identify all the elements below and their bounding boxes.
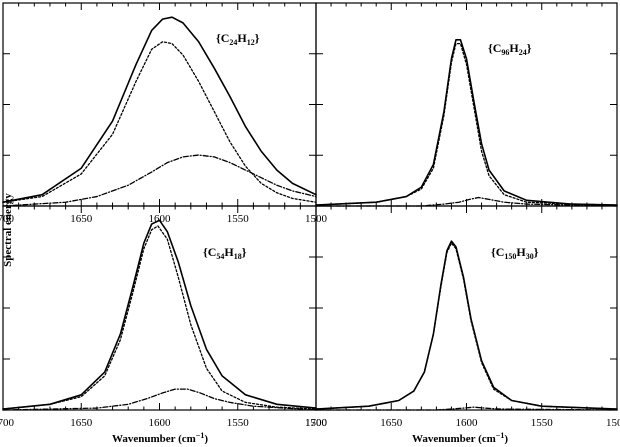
series-dash-dot-c24h12 [2,154,317,207]
x-tick-label: 1500 [606,417,620,429]
panel-c24h12: 17001650160015501500 [0,2,328,225]
panel-c150h30: 1700 1650 1600 1550 1500 [305,205,620,429]
x-tick-label: 1500 [305,417,328,429]
y-axis-title: Spectral energy [2,193,14,267]
panel-label-c54h18: {C54H18} [203,245,247,261]
x-tick-label: 1550 [227,213,250,225]
series-dotted-c54h18 [2,225,317,410]
panel-frame [315,205,618,411]
series-dash-dot-c96h24 [315,196,618,207]
x-tick-label: 1650 [70,213,93,225]
x-axis-title-right: Wavenumber (cm−1) [412,431,508,445]
x-tick-label: 1600 [456,417,479,429]
x-tick-label: 1650 [70,417,93,429]
panel-c54h18: 1700 1650 1600 1550 1500 [0,205,328,429]
panel-frame [2,2,317,207]
panel-label-c24h12: {C24H12} [216,31,260,47]
x-tick-label: 1700 [305,417,328,429]
x-tick-label: 1600 [149,417,172,429]
panel-c96h24 [315,2,618,207]
series-dash-dot-c54h18 [2,388,317,411]
x-tick-label: 1700 [0,417,15,429]
x-tick-label: 1550 [227,417,250,429]
x-tick-label: 1650 [380,417,403,429]
series-dotted-c96h24 [315,42,618,206]
x-tick-label: 1550 [531,417,554,429]
series-solid-c24h12 [2,16,317,204]
series-dotted-c150h30 [315,242,618,410]
panel-frame [315,2,618,207]
series-solid-c54h18 [2,219,317,410]
panel-frame [2,205,317,411]
series-dotted-c24h12 [2,41,317,203]
x-tick-label: 1700 [0,213,15,225]
x-axis-title-left: Wavenumber (cm−1) [112,431,208,445]
panel-label-c96h24: {C96H24} [488,41,532,57]
panel-label-c150h30: {C150H30} [491,245,539,261]
series-dash-dot-c150h30 [315,406,618,411]
series-solid-c150h30 [315,240,618,410]
series-solid-c96h24 [315,39,618,206]
